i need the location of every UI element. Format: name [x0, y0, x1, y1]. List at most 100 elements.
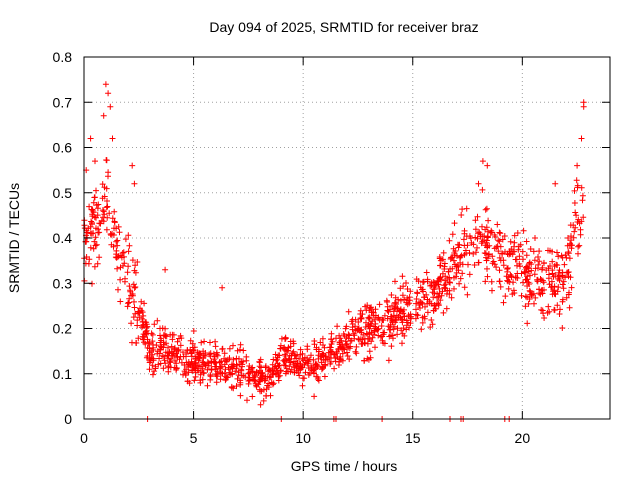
- data-point: [213, 363, 220, 370]
- data-point: [204, 382, 211, 389]
- data-point: [230, 342, 236, 349]
- data-point: [100, 208, 107, 215]
- data-point: [555, 253, 562, 260]
- data-point: [87, 135, 94, 142]
- data-point: [522, 293, 529, 300]
- data-point: [571, 228, 578, 235]
- data-point: [516, 253, 523, 260]
- data-point: [105, 90, 112, 97]
- data-point: [225, 364, 232, 371]
- data-point: [109, 215, 116, 222]
- data-point: [519, 248, 526, 255]
- data-point: [524, 273, 531, 280]
- data-point: [528, 292, 535, 299]
- data-point: [521, 269, 528, 276]
- data-point: [545, 275, 552, 282]
- data-point: [523, 263, 530, 270]
- data-point: [337, 356, 344, 363]
- data-point: [526, 296, 533, 302]
- data-point: [222, 377, 229, 384]
- data-point: [176, 356, 183, 363]
- data-point: [413, 306, 419, 313]
- data-point: [90, 209, 97, 216]
- data-point: [555, 284, 562, 291]
- data-point: [135, 308, 142, 315]
- data-point: [475, 180, 482, 187]
- data-point: [157, 325, 163, 332]
- data-point: [86, 203, 93, 210]
- data-point: [420, 278, 427, 285]
- data-point: [499, 236, 506, 243]
- data-point: [359, 340, 366, 347]
- data-point: [319, 335, 326, 342]
- data-point: [348, 318, 355, 325]
- data-point: [483, 205, 490, 212]
- data-point: [327, 344, 334, 351]
- data-point: [89, 280, 95, 287]
- data-point: [125, 263, 132, 270]
- data-point: [573, 177, 580, 184]
- data-point: [566, 304, 573, 311]
- data-point: [401, 313, 408, 320]
- data-point: [281, 344, 288, 351]
- data-point: [180, 371, 186, 378]
- data-point: [313, 361, 320, 368]
- data-point: [552, 272, 559, 278]
- data-point: [456, 280, 463, 287]
- data-point: [258, 373, 265, 380]
- y-tick-label: 0.7: [53, 94, 73, 110]
- data-point: [131, 284, 138, 291]
- data-point: [419, 319, 426, 326]
- x-tick-label: 15: [405, 430, 421, 446]
- data-point: [144, 336, 151, 343]
- data-point: [394, 331, 401, 338]
- data-point: [436, 255, 443, 262]
- data-point: [318, 359, 325, 366]
- data-point: [166, 358, 173, 365]
- x-tick-label: 0: [80, 430, 88, 446]
- data-point: [493, 244, 500, 251]
- data-point: [441, 282, 448, 289]
- data-point: [139, 309, 146, 316]
- data-point: [157, 335, 164, 342]
- data-point: [156, 355, 163, 362]
- data-point: [119, 250, 126, 256]
- data-point: [186, 380, 193, 387]
- data-point: [313, 346, 320, 353]
- data-point: [188, 349, 195, 355]
- data-point: [397, 285, 404, 292]
- data-point: [436, 285, 443, 292]
- data-point: [104, 203, 111, 210]
- data-point: [363, 319, 369, 326]
- data-point: [457, 275, 464, 282]
- data-point: [428, 317, 435, 323]
- data-point: [134, 317, 141, 324]
- y-axis-label: SRMTID / TECUs: [6, 183, 22, 293]
- data-point: [458, 212, 465, 218]
- data-point: [157, 343, 164, 350]
- data-point: [448, 254, 455, 261]
- data-point: [358, 315, 365, 322]
- data-point: [461, 242, 468, 249]
- data-point: [434, 294, 440, 301]
- data-point: [91, 238, 98, 245]
- data-point: [127, 287, 134, 294]
- data-point: [111, 218, 118, 225]
- y-tick-label: 0.2: [53, 321, 73, 337]
- data-point: [211, 356, 218, 363]
- data-point: [253, 383, 260, 390]
- data-point: [562, 252, 569, 258]
- data-point: [527, 288, 534, 295]
- data-point: [572, 224, 579, 231]
- data-point: [514, 275, 521, 281]
- data-point: [212, 343, 219, 350]
- data-point: [482, 278, 489, 285]
- data-point: [95, 226, 101, 233]
- data-point: [444, 287, 451, 294]
- data-point: [568, 284, 575, 291]
- data-point: [479, 158, 486, 165]
- data-point: [368, 338, 375, 345]
- data-point: [417, 305, 423, 311]
- data-point: [366, 348, 373, 355]
- data-point: [181, 362, 188, 368]
